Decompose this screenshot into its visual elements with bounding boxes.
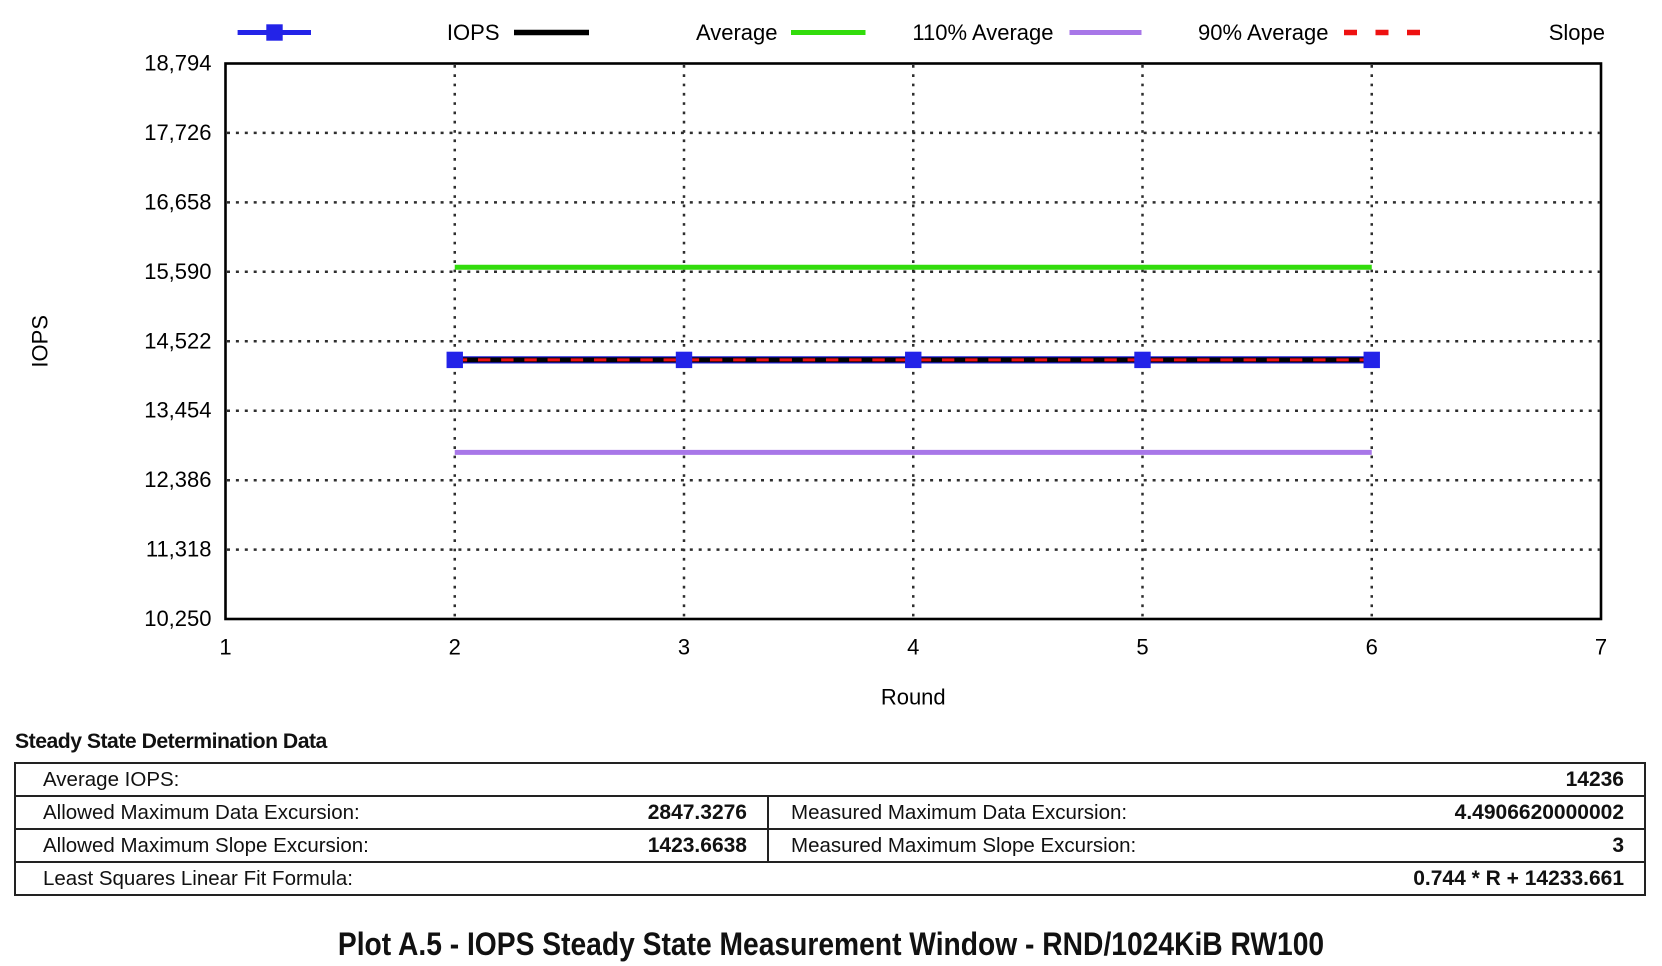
svg-text:10,250: 10,250 [144,606,211,631]
svg-text:18,794: 18,794 [144,51,211,76]
svg-text:IOPS: IOPS [28,315,53,368]
svg-text:15,590: 15,590 [144,259,211,284]
svg-text:Slope: Slope [1549,20,1605,45]
svg-text:110% Average: 110% Average [912,20,1053,45]
svg-text:2: 2 [449,635,461,660]
svg-text:Round: Round [881,685,946,710]
svg-text:5: 5 [1136,635,1148,660]
svg-text:17,726: 17,726 [144,120,211,145]
svg-text:14,522: 14,522 [144,328,211,353]
svg-text:3: 3 [678,635,690,660]
svg-text:7: 7 [1595,635,1607,660]
svg-text:6: 6 [1366,635,1378,660]
svg-text:90% Average: 90% Average [1198,20,1328,45]
svg-text:Average: Average [696,20,778,45]
svg-text:13,454: 13,454 [144,398,211,423]
svg-text:11,318: 11,318 [146,537,212,562]
svg-text:12,386: 12,386 [144,467,211,492]
svg-text:1: 1 [219,635,231,660]
svg-text:16,658: 16,658 [144,189,211,214]
svg-text:IOPS: IOPS [447,20,500,45]
svg-text:4: 4 [907,635,919,660]
